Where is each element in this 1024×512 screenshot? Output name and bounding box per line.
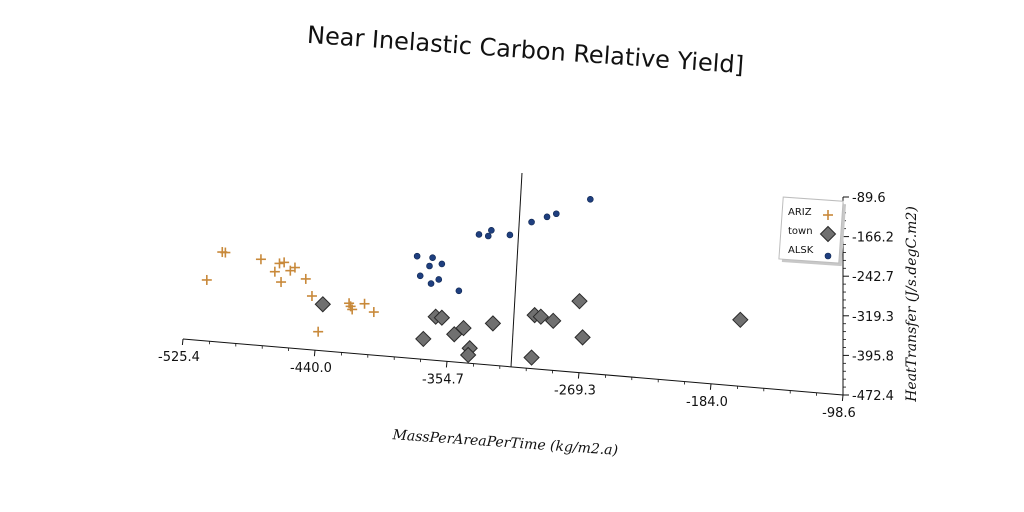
data-point-town bbox=[544, 312, 562, 330]
y-axis-title-group: HeatTransfer (J/s.degC.m2) bbox=[904, 206, 920, 403]
data-point-town bbox=[455, 319, 472, 337]
y-tick-label: -395.8 bbox=[852, 349, 894, 364]
data-point-alsk bbox=[413, 252, 421, 260]
data-point-town bbox=[571, 292, 588, 310]
data-point-town bbox=[523, 349, 540, 366]
legend-label-ariz: ARIZ bbox=[788, 207, 812, 218]
data-point-ariz bbox=[313, 326, 324, 337]
x-axis-title: MassPerAreaPerTime (kg/m2.a) bbox=[391, 427, 618, 459]
x-tick-label: -525.4 bbox=[158, 350, 200, 365]
x-tick-mark bbox=[181, 338, 184, 346]
data-point-town bbox=[415, 330, 432, 348]
legend-box bbox=[778, 196, 844, 264]
data-point-ariz bbox=[276, 277, 287, 288]
x-tick-mark bbox=[313, 350, 316, 357]
x-tick-mark bbox=[445, 361, 448, 368]
chart-title: Near Inelastic Carbon Relative Yield] bbox=[306, 21, 745, 79]
x-tick-label: -184.0 bbox=[686, 395, 728, 410]
data-point-alsk bbox=[429, 254, 436, 262]
data-point-ariz bbox=[368, 307, 379, 318]
data-point-alsk bbox=[484, 232, 492, 240]
y-tick-label: -319.3 bbox=[852, 310, 894, 325]
series-town bbox=[314, 292, 749, 366]
data-point-alsk bbox=[416, 272, 424, 280]
x-axis-line bbox=[182, 338, 844, 396]
y-tick-label: -166.2 bbox=[852, 231, 894, 246]
x-axis-title-group: MassPerAreaPerTime (kg/m2.a) bbox=[391, 427, 618, 459]
data-point-town bbox=[732, 311, 749, 329]
x-tick-mark bbox=[709, 383, 712, 390]
x-tick-label: -269.3 bbox=[554, 384, 596, 399]
series-ariz bbox=[201, 247, 379, 337]
data-point-ariz bbox=[300, 273, 311, 284]
x-tick-mark bbox=[841, 394, 844, 402]
data-point-alsk bbox=[488, 227, 495, 234]
legend: ARIZ town ALSK bbox=[778, 196, 847, 267]
legend-label-town: town bbox=[788, 226, 813, 237]
data-point-alsk bbox=[528, 218, 535, 226]
legend-label-alsk: ALSK bbox=[788, 245, 814, 256]
data-point-ariz bbox=[347, 304, 358, 315]
data-point-town bbox=[433, 309, 451, 326]
data-point-alsk bbox=[426, 262, 433, 270]
data-point-alsk bbox=[438, 260, 446, 268]
x-axis-ticks: -525.4 -440.0 -354.7 -269.3 -184.0 -98.6 bbox=[158, 338, 856, 421]
data-point-ariz bbox=[279, 257, 290, 268]
x-tick-label: -98.6 bbox=[822, 406, 856, 421]
data-point-alsk bbox=[475, 231, 483, 238]
data-point-town bbox=[314, 296, 332, 313]
data-point-alsk bbox=[435, 276, 443, 283]
data-point-town bbox=[532, 308, 550, 325]
data-point-alsk bbox=[587, 195, 594, 203]
data-point-ariz bbox=[289, 262, 300, 273]
y-tick-label: -89.6 bbox=[852, 191, 886, 206]
data-point-town bbox=[574, 329, 591, 346]
plot-points bbox=[201, 195, 749, 366]
data-point-alsk bbox=[455, 287, 463, 295]
legend-marker-alsk bbox=[824, 252, 832, 260]
x-tick-label: -440.0 bbox=[290, 361, 332, 376]
data-point-town bbox=[459, 346, 477, 364]
data-point-ariz bbox=[306, 291, 317, 301]
y-tick-label: -472.4 bbox=[852, 389, 894, 404]
y-axis-ticks: -89.6 -166.2 -242.7 -319.3 -395.8 -472.4 bbox=[843, 191, 894, 404]
legend-marker-ariz bbox=[823, 210, 833, 220]
x-tick-mark bbox=[577, 372, 580, 379]
data-point-ariz bbox=[201, 274, 212, 285]
series-alsk bbox=[413, 195, 594, 295]
data-point-alsk bbox=[552, 210, 560, 218]
data-point-ariz bbox=[255, 254, 266, 265]
data-point-ariz bbox=[269, 266, 280, 277]
data-point-alsk bbox=[427, 280, 435, 287]
data-point-alsk bbox=[506, 231, 514, 239]
depth-axis-line bbox=[510, 172, 523, 368]
legend-items: ARIZ town ALSK bbox=[788, 207, 837, 260]
y-axis-title: HeatTransfer (J/s.degC.m2) bbox=[904, 206, 920, 403]
y-tick-label: -242.7 bbox=[852, 270, 894, 285]
data-point-alsk bbox=[543, 213, 551, 221]
data-point-ariz bbox=[274, 258, 285, 269]
data-point-town bbox=[484, 315, 502, 332]
data-point-ariz bbox=[220, 247, 231, 258]
chart-title-group: Near Inelastic Carbon Relative Yield] bbox=[306, 21, 745, 79]
data-point-ariz bbox=[359, 298, 370, 309]
legend-marker-town bbox=[819, 225, 837, 243]
x-tick-label: -354.7 bbox=[422, 372, 464, 387]
